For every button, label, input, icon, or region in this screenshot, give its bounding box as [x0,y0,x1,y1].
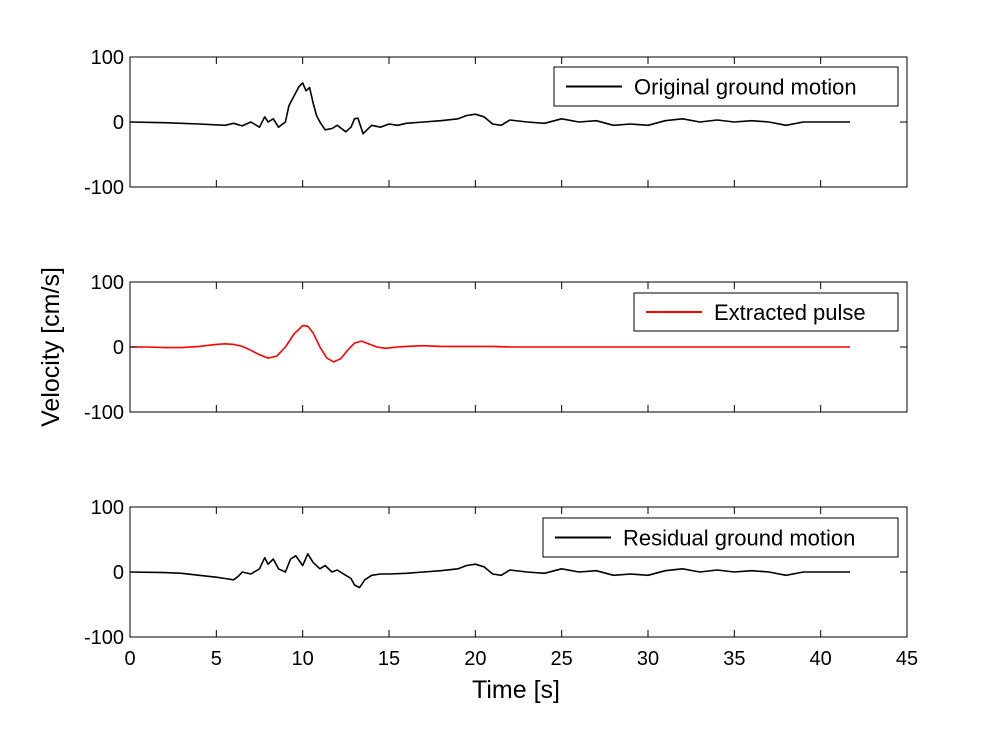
legend: Extracted pulse [633,292,899,332]
x-tick-label: 5 [211,648,222,670]
x-tick-label: 45 [896,648,918,670]
x-tick-label: 35 [723,648,745,670]
x-axis-label: Time [s] [472,676,560,704]
legend-label: Original ground motion [634,75,857,100]
series-line-1 [129,82,850,135]
series-line-1 [129,552,850,589]
x-tick-label: 40 [810,648,832,670]
y-axis-label: Velocity [cm/s] [37,267,65,427]
y-tick-label: -100 [84,627,124,649]
y-tick-label: 0 [113,562,124,584]
y-tick-label: -100 [84,402,124,424]
chart-panel-2: 100 0 -100 Extracted pulse [84,272,908,424]
y-tick-label: 0 [113,112,124,134]
x-tick-label: 15 [378,648,400,670]
chart-panel-1: 100 0 -100 Original ground motion [84,47,908,199]
legend: Residual ground motion [542,517,899,558]
x-tick-label: 25 [551,648,573,670]
x-tick-label: 0 [124,648,135,670]
y-tick-label: -100 [84,177,124,199]
x-tick-label: 10 [292,648,314,670]
legend: Original ground motion [553,66,899,107]
legend-label: Extracted pulse [714,300,866,325]
y-tick-label: 100 [91,47,124,69]
legend-label: Residual ground motion [623,526,855,551]
x-tick-label: 30 [637,648,659,670]
y-tick-label: 0 [113,337,124,359]
series-line-1 [130,324,850,363]
y-tick-label: 100 [91,272,124,294]
y-tick-label: 100 [91,497,124,519]
x-tick-label: 20 [464,648,486,670]
